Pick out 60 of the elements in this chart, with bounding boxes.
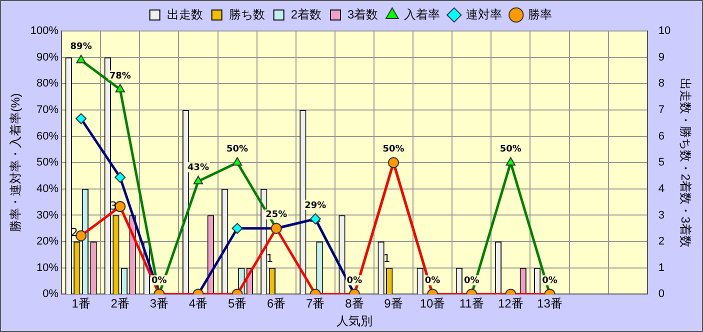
x-tick-label: 2番 [110, 296, 130, 311]
y-tick-label: 80% [36, 78, 59, 90]
data-label: 25% [266, 210, 288, 220]
x-tick-label: 13番 [537, 296, 562, 311]
y2-axis-title: 出走数・勝ち数・2着数・3着数 [678, 78, 692, 248]
x-tick-label: 12番 [498, 296, 524, 311]
y-axis-title: 勝率・連対率・入着率(%) [8, 93, 23, 232]
legend-label: 勝率 [528, 7, 552, 22]
data-label: 1 [383, 252, 390, 266]
data-label: 78% [109, 71, 131, 82]
y-tick-label: 10% [36, 262, 59, 274]
x-tick-label: 4番 [188, 296, 208, 311]
legend-label: 勝ち数 [228, 7, 265, 22]
x-tick-label: 7番 [306, 296, 325, 311]
y2-tick-label: 3 [658, 209, 664, 222]
y2-tick-label: 4 [658, 182, 664, 195]
y-tick-label: 0% [42, 288, 59, 300]
x-tick-label: 5番 [228, 296, 247, 311]
y2-tick-label: 1 [658, 262, 664, 274]
x-tick-label: 9番 [384, 296, 403, 311]
y-tick-label: 20% [36, 236, 59, 248]
data-label: 0% [346, 276, 362, 286]
x-tick-label: 11番 [459, 296, 484, 311]
y2-tick-label: 5 [658, 156, 664, 169]
legend-label: 入着率 [404, 7, 440, 22]
data-label: 43% [187, 163, 209, 174]
legend-label: 2着数 [290, 7, 322, 22]
data-label: 50% [500, 144, 522, 154]
y2-tick-label: 7 [658, 104, 664, 116]
y-tick-label: 40% [36, 182, 59, 195]
x-tick-label: 3番 [150, 296, 169, 311]
data-label: 0% [542, 276, 558, 286]
legend-label: 出走数 [166, 7, 203, 22]
y-tick-label: 70% [36, 104, 59, 116]
y2-tick-label: 0 [658, 288, 664, 300]
legend-label: 3着数 [348, 7, 378, 22]
y-tick-label: 30% [36, 209, 59, 222]
y-tick-label: 60% [36, 130, 59, 142]
x-tick-label: 1番 [72, 296, 90, 311]
y2-tick-label: 9 [658, 51, 664, 64]
x-tick-label: 8番 [345, 296, 364, 311]
data-label: 0% [464, 276, 480, 286]
y2-tick-label: 2 [658, 236, 664, 248]
x-axis-title: 人気別 [336, 314, 372, 328]
data-label: 50% [226, 144, 248, 154]
legend-label: 連対率 [466, 7, 502, 22]
x-tick-label: 10番 [420, 296, 446, 311]
x-tick-label: 6番 [266, 296, 286, 311]
y-tick-label: 90% [36, 51, 59, 64]
data-label: 1 [266, 252, 274, 266]
data-label: 29% [304, 200, 326, 211]
y2-tick-label: 10 [658, 25, 671, 38]
y2-tick-label: 8 [658, 78, 664, 90]
y2-tick-label: 6 [658, 130, 664, 142]
y-tick-label: 50% [36, 156, 59, 169]
data-label: 0% [152, 276, 167, 286]
data-label: 0% [424, 276, 440, 286]
data-label: 89% [70, 42, 92, 52]
y-tick-label: 100% [30, 25, 59, 38]
data-label: 50% [382, 144, 404, 154]
